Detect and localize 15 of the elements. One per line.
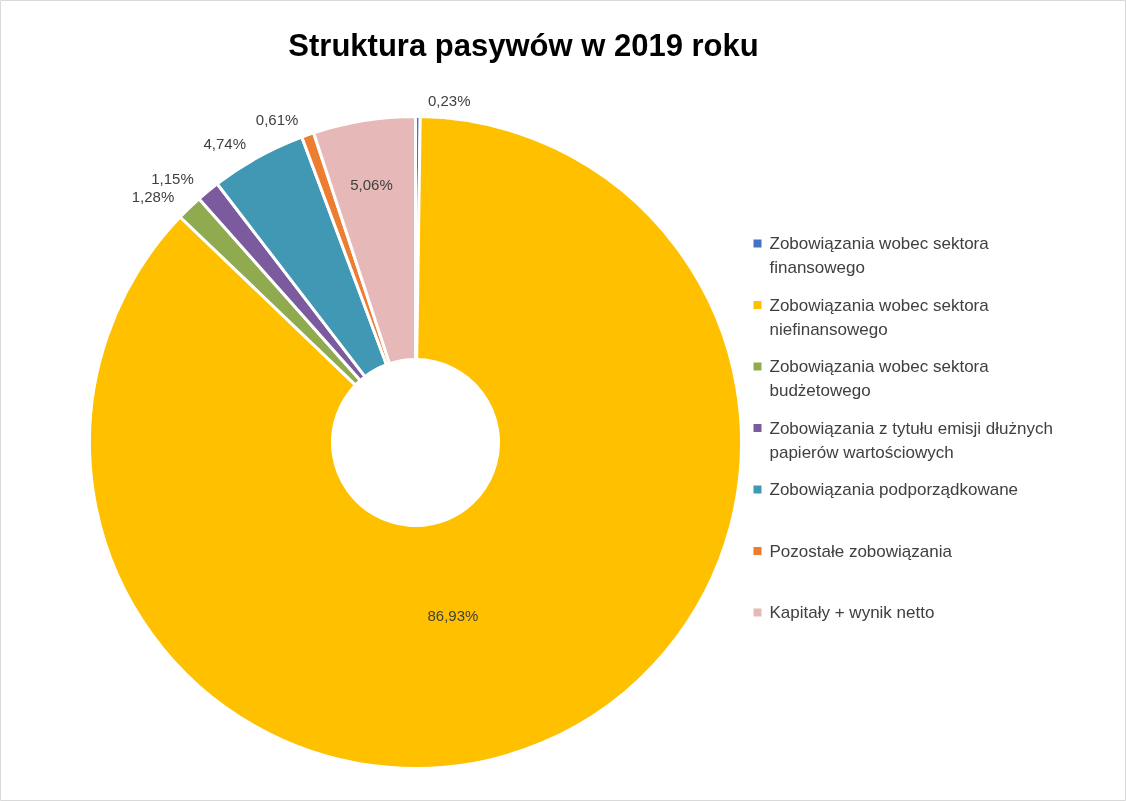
data-label: 86,93% [427,607,479,624]
data-label: 1,28% [131,187,175,205]
legend-label: Zobowiązania wobec sektora budżetowego [769,357,990,400]
data-label: 5,06% [350,176,393,194]
legend-label: Zobowiązania wobec sektora niefinansowego [769,295,990,339]
data-label: 0,23% [427,92,471,110]
legend-label: Pozostałe zobowiązania [769,541,953,561]
data-label: 4,74% [203,134,246,152]
data-label: 1,15% [151,170,194,188]
legend-label: Kapitały + wynik netto [769,603,935,622]
legend-label: Zobowiązania wobec sektora finansowego [769,234,990,277]
legend-label: Zobowiązania z tytułu emisji dłużnych papierów wartościowych [769,418,1053,462]
legend-label: Zobowiązania podporządkowane [769,480,1019,499]
data-label: 0,61% [255,111,299,129]
chart-title: Struktura pasywów w 2019 roku [288,28,759,63]
